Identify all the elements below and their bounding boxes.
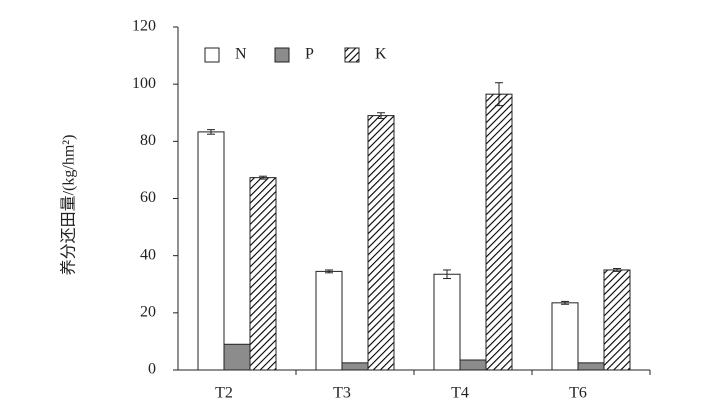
- legend-swatch: [204, 47, 220, 63]
- bar: [223, 343, 251, 371]
- x-tick-label: T6: [569, 385, 587, 402]
- x-tick-label: T2: [215, 385, 233, 402]
- error-bar: [443, 269, 451, 280]
- bar: [341, 362, 369, 371]
- y-tick-label: 80: [140, 132, 156, 149]
- bar: [577, 362, 605, 371]
- bar: [315, 270, 343, 371]
- bar: [603, 269, 631, 371]
- error-bar: [325, 269, 333, 274]
- error-bar: [495, 82, 503, 107]
- y-tick-label: 120: [132, 18, 156, 35]
- bar: [433, 273, 461, 371]
- bar: [551, 302, 579, 371]
- legend-label: P: [305, 46, 314, 63]
- y-tick-label: 60: [140, 189, 156, 206]
- legend-swatch: [344, 47, 360, 63]
- legend-label: K: [375, 46, 387, 63]
- error-bar: [377, 112, 385, 119]
- error-bar: [613, 268, 621, 272]
- bar: [197, 131, 225, 371]
- bar: [249, 177, 277, 371]
- legend-swatch: [274, 47, 290, 63]
- y-axis-label: 养分还田量/(kg/hm²): [60, 135, 78, 276]
- legend-label: N: [235, 46, 247, 63]
- x-tick-label: T3: [333, 385, 351, 402]
- error-bar: [207, 129, 215, 135]
- y-tick-label: 0: [148, 361, 156, 378]
- error-bar: [259, 175, 267, 180]
- y-tick-label: 40: [140, 246, 156, 263]
- error-bar: [561, 300, 569, 305]
- y-tick-label: 100: [132, 75, 156, 92]
- x-tick-label: T4: [451, 385, 469, 402]
- bar: [367, 115, 395, 371]
- bar: [459, 359, 487, 371]
- bar: [485, 93, 513, 371]
- y-tick-label: 20: [140, 304, 156, 321]
